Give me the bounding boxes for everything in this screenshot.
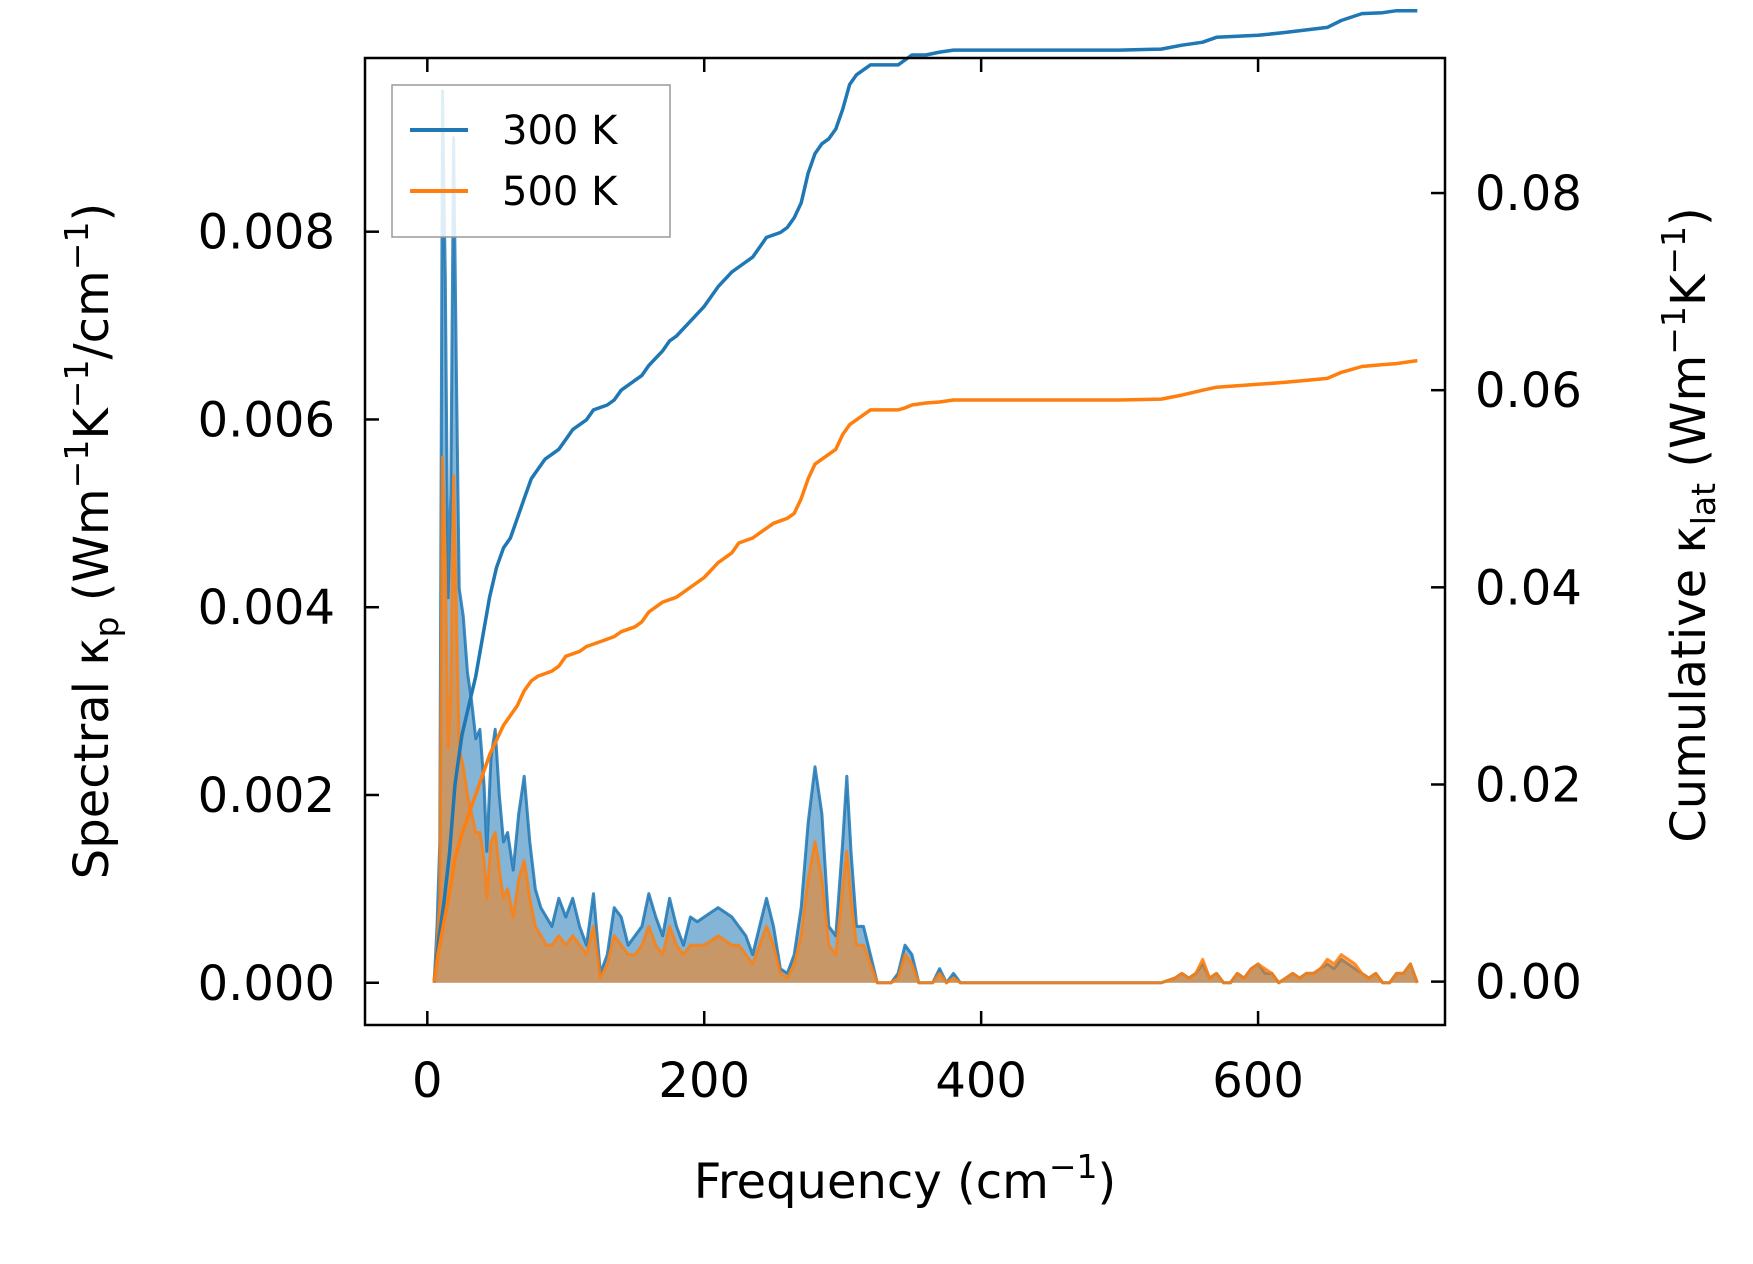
y-left-tick-label: 0.002: [198, 768, 335, 824]
spectral-area-500k: [434, 457, 1418, 983]
plot-frame: [363, 56, 1447, 1027]
legend-label-500k: 500 K: [502, 169, 619, 215]
x-tick-label: 600: [1212, 1053, 1304, 1109]
y-right-tick-label: 0.02: [1475, 757, 1582, 813]
y-right-tick-label: 0.06: [1475, 363, 1582, 419]
y-left-tick-label: 0.008: [198, 205, 335, 261]
legend-box: [391, 84, 671, 238]
legend-label-300k: 300 K: [502, 108, 619, 154]
cumulative-line-300k: [432, 8, 1418, 982]
spectral-plot-layer: [432, 89, 1419, 985]
y-right-tick-label: 0.00: [1475, 955, 1582, 1011]
x-axis-label: Frequency (cm−1): [694, 1147, 1117, 1210]
y-axis-right-label: Cumulative κlat (Wm−1K−1): [1654, 207, 1723, 843]
x-tick-label: 200: [658, 1053, 750, 1109]
spectral-area-300k: [434, 90, 1418, 983]
x-tick-label: 0: [412, 1053, 443, 1109]
y-left-tick-label: 0.004: [198, 580, 335, 636]
cumulative-plot-layer: [432, 8, 1418, 982]
y-left-tick-label: 0.006: [198, 392, 335, 448]
y-right-tick-label: 0.08: [1475, 166, 1582, 222]
ticks-layer: 0 200 400 600 0.000 0.002 0.004 0.006 0.008 0.00 0…: [198, 58, 1582, 1109]
legend: 300 K 500 K: [391, 84, 671, 238]
y-left-tick-label: 0.000: [198, 956, 335, 1012]
x-tick-label: 400: [935, 1053, 1027, 1109]
y-axis-left-label: Spectral κp (Wm−1K−1/cm−1): [57, 203, 126, 879]
cumulative-line-500k: [432, 358, 1418, 982]
spectral-line-500k: [432, 455, 1419, 985]
y-right-tick-label: 0.04: [1475, 560, 1582, 616]
